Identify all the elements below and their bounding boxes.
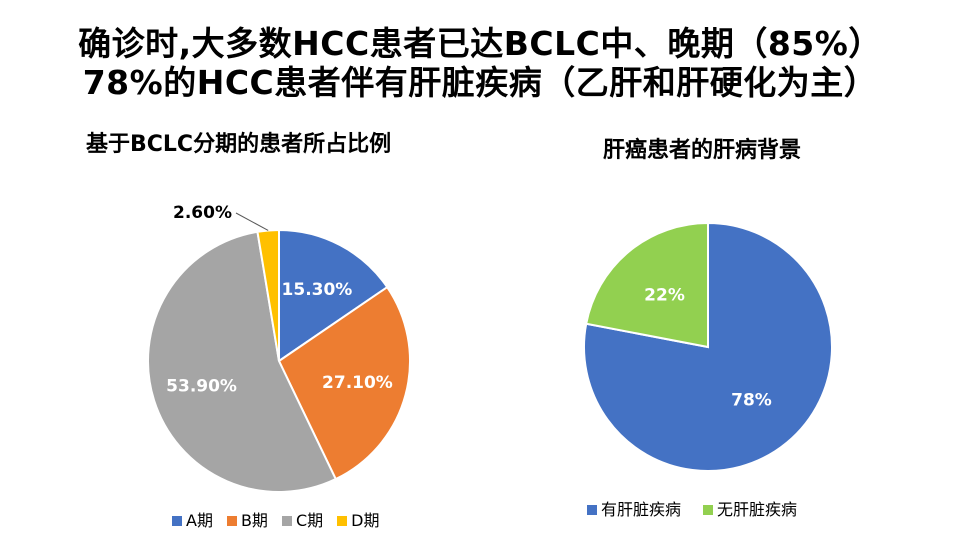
liver-data-label-1: 22% [644, 285, 685, 305]
legend-swatch-d [337, 516, 348, 526]
bclc-data-label-1: 27.10% [322, 373, 393, 393]
legend-item-without-disease: 无肝脏疾病 [703, 500, 797, 520]
legend-label-d: D期 [351, 511, 380, 530]
bclc-slice-1 [277, 285, 411, 481]
legend-label-c: C期 [295, 511, 324, 530]
legend-swatch-a [172, 516, 182, 526]
legend-label-b: B期 [240, 511, 268, 530]
bclc-slice-0 [278, 228, 389, 363]
bclc-slice-2 [147, 230, 338, 493]
legend-label-with-disease: 有肝脏疾病 [601, 500, 682, 519]
bclc-chart-title: 基于BCLC分期的患者所占比例 [86, 132, 392, 157]
legend-swatch-c [281, 516, 292, 526]
legend-item-d: D期 [337, 511, 379, 531]
liver-slice-1 [585, 221, 709, 349]
liver-data-label-0: 78% [731, 391, 772, 411]
legend-swatch-with-disease [587, 505, 597, 515]
legend-label-a: A期 [186, 511, 213, 530]
legend-label-without-disease: 无肝脏疾病 [717, 500, 798, 519]
bclc-leader-line-3 [235, 212, 269, 231]
legend-item-a: A期 [172, 511, 213, 531]
bclc-legend: A期 B期 C期 D期 [172, 511, 379, 531]
bclc-data-label-2: 53.90% [166, 377, 237, 397]
legend-item-c: C期 [281, 511, 324, 531]
legend-swatch-without-disease [703, 505, 714, 515]
liver-disease-chart-title: 肝癌患者的肝病背景 [603, 138, 802, 163]
legend-item-with-disease: 有肝脏疾病 [587, 500, 681, 520]
bclc-data-label-0: 15.30% [282, 280, 353, 300]
headline-line-1: 确诊时,大多数HCC患者已达BCLC中、晚期（85%） [78, 24, 882, 63]
bclc-slice-3 [256, 228, 280, 362]
bclc-pie-chart: 15.30% 27.10% 53.90% 2.60% [147, 203, 411, 493]
legend-item-b: B期 [226, 511, 268, 531]
bclc-data-label-3: 2.60% [173, 203, 232, 223]
headline-line-2: 78%的HCC患者伴有肝脏疾病（乙肝和肝硬化为主） [82, 63, 878, 102]
legend-swatch-b [226, 516, 237, 526]
liver-disease-legend: 有肝脏疾病 无肝脏疾病 [587, 500, 797, 520]
liver-disease-pie-chart: 78% 22% [583, 221, 833, 472]
